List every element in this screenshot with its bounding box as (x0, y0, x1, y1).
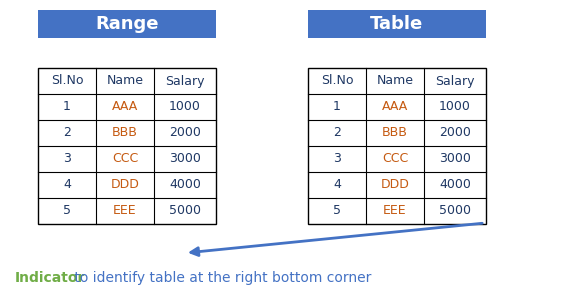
Text: 1: 1 (333, 100, 341, 114)
Text: 5: 5 (63, 205, 71, 217)
Text: 1: 1 (63, 100, 71, 114)
Text: Name: Name (106, 74, 144, 88)
Text: CCC: CCC (112, 152, 138, 166)
Text: to identify table at the right bottom corner: to identify table at the right bottom co… (70, 271, 372, 285)
Text: AAA: AAA (112, 100, 138, 114)
Text: 1000: 1000 (169, 100, 201, 114)
Text: 3: 3 (63, 152, 71, 166)
Text: CCC: CCC (382, 152, 408, 166)
Text: 3000: 3000 (439, 152, 471, 166)
Text: Range: Range (95, 15, 159, 33)
Text: Sl.No: Sl.No (321, 74, 353, 88)
Text: EEE: EEE (113, 205, 137, 217)
Text: AAA: AAA (382, 100, 408, 114)
Text: Salary: Salary (435, 74, 475, 88)
Text: 2000: 2000 (439, 126, 471, 140)
Text: 4000: 4000 (439, 179, 471, 191)
Text: Sl.No: Sl.No (51, 74, 83, 88)
Text: BBB: BBB (112, 126, 138, 140)
Text: 4000: 4000 (169, 179, 201, 191)
Text: Table: Table (370, 15, 423, 33)
Text: Name: Name (377, 74, 413, 88)
Text: DDD: DDD (110, 179, 140, 191)
Text: 5000: 5000 (439, 205, 471, 217)
Bar (308, 10, 486, 38)
Text: 4: 4 (63, 179, 71, 191)
Bar (38, 68, 216, 224)
Text: 5: 5 (333, 205, 341, 217)
Text: 1000: 1000 (439, 100, 471, 114)
Bar (308, 68, 486, 224)
Text: 3: 3 (333, 152, 341, 166)
Text: DDD: DDD (381, 179, 409, 191)
Text: 5000: 5000 (169, 205, 201, 217)
Text: 3000: 3000 (169, 152, 201, 166)
Text: BBB: BBB (382, 126, 408, 140)
Text: Indicator: Indicator (15, 271, 86, 285)
Text: 2: 2 (333, 126, 341, 140)
Text: 4: 4 (333, 179, 341, 191)
Text: Salary: Salary (166, 74, 205, 88)
Text: EEE: EEE (383, 205, 407, 217)
Text: 2: 2 (63, 126, 71, 140)
Bar (38, 10, 216, 38)
Text: 2000: 2000 (169, 126, 201, 140)
